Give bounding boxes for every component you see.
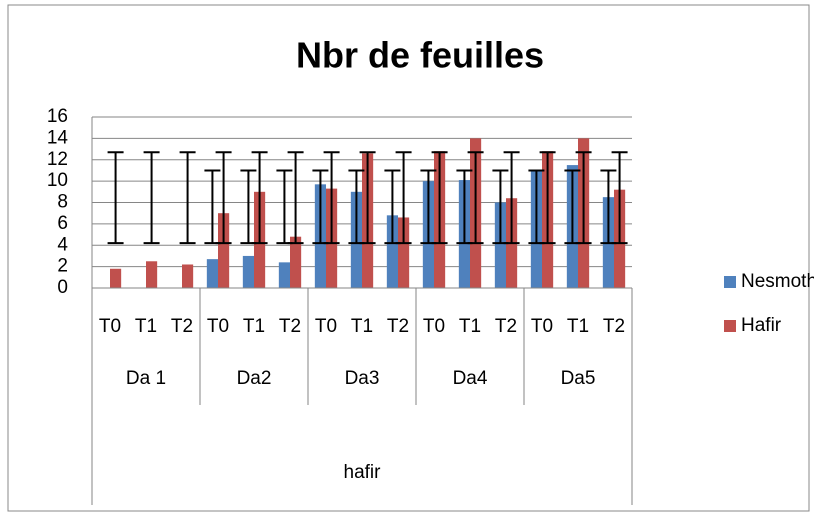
y-tick-label: 0	[57, 277, 68, 298]
x-tick-label: T1	[243, 316, 265, 337]
x-tick-label: T0	[531, 316, 553, 337]
bar	[494, 202, 506, 288]
y-tick-label: 6	[57, 213, 68, 234]
x-tick-label: T1	[459, 316, 481, 337]
legend-label: Nesmoth	[741, 271, 814, 292]
bar	[206, 259, 218, 288]
legend-swatch	[724, 320, 736, 332]
bar	[218, 213, 230, 288]
bar	[146, 261, 158, 288]
y-tick-label: 8	[57, 192, 68, 213]
x-tick-label: T2	[603, 316, 625, 337]
y-tick-label: 12	[47, 149, 68, 170]
chart-title: Nbr de feuilles	[296, 35, 544, 76]
x-tick-label: T1	[135, 316, 157, 337]
x-tick-label: T1	[567, 316, 589, 337]
bar	[386, 215, 398, 288]
bar	[290, 236, 302, 288]
x-tick-label: T0	[315, 316, 337, 337]
x-tick-label: T2	[279, 316, 301, 337]
x-tick-label: T2	[495, 316, 517, 337]
x-tick-label: T2	[387, 316, 409, 337]
y-tick-label: 10	[47, 170, 68, 191]
y-tick-label: 16	[47, 106, 68, 127]
x-tick-label: T0	[423, 316, 445, 337]
y-tick-label: 14	[47, 127, 69, 148]
legend-label: Hafir	[741, 315, 782, 336]
x-tick-label: T1	[351, 316, 373, 337]
y-tick-label: 4	[57, 234, 68, 255]
x-tick-label: T2	[171, 316, 193, 337]
group-label: Da 1	[126, 368, 166, 389]
bar	[110, 268, 122, 288]
bar	[182, 264, 194, 288]
bar	[398, 217, 410, 288]
group-label: Da4	[453, 368, 488, 389]
group-label: Da2	[237, 368, 272, 389]
group-label: Da3	[345, 368, 380, 389]
top-group-label: hafir	[344, 462, 382, 483]
y-tick-label: 2	[57, 256, 68, 277]
x-tick-label: T0	[99, 316, 121, 337]
bar	[242, 255, 254, 288]
legend-swatch	[724, 276, 736, 288]
group-label: Da5	[561, 368, 596, 389]
x-tick-label: T0	[207, 316, 229, 337]
bar	[278, 262, 290, 288]
